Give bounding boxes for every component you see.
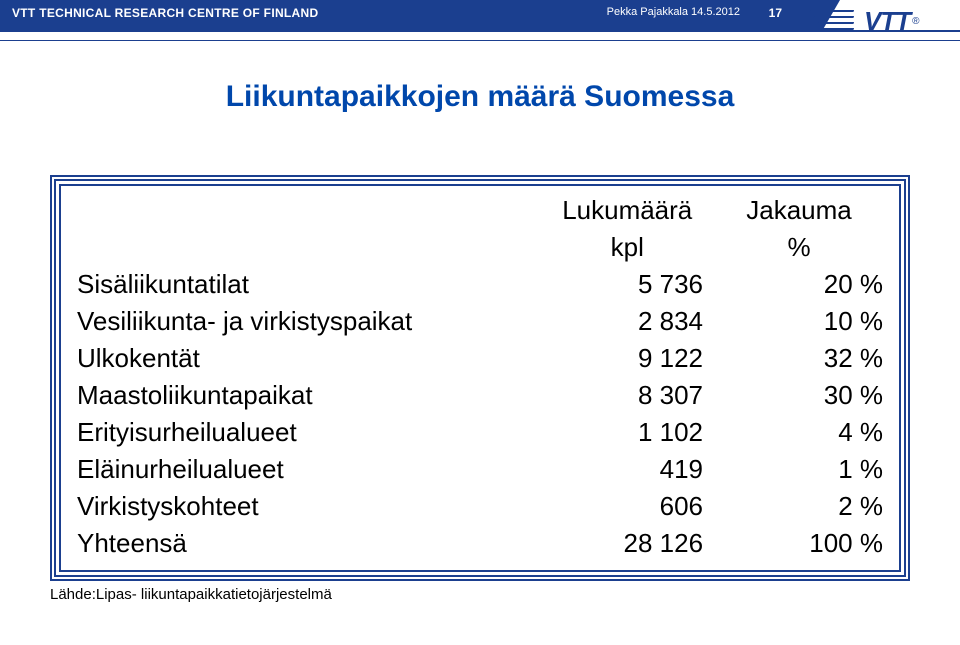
cell-pct: 1 %: [709, 451, 889, 488]
th-pct: %: [709, 229, 889, 266]
source-text: Lähde:Lipas- liikuntapaikkatietojärjeste…: [50, 586, 332, 603]
cell-label: Eläinurheilualueet: [71, 451, 545, 488]
cell-label: Vesiliikunta- ja virkistyspaikat: [71, 303, 545, 340]
cell-kpl: 1 102: [545, 414, 709, 451]
slide: VTT TECHNICAL RESEARCH CENTRE OF FINLAND…: [0, 0, 960, 645]
th-kpl: kpl: [545, 229, 709, 266]
cell-pct: 10 %: [709, 303, 889, 340]
vtt-logo: VTT ®: [810, 4, 950, 38]
cell-pct: 20 %: [709, 266, 889, 303]
cell-pct: 32 %: [709, 340, 889, 377]
table-row: Maastoliikuntapaikat 8 307 30 %: [71, 377, 889, 414]
slide-title: Liikuntapaikkojen määrä Suomessa: [0, 80, 960, 114]
cell-kpl: 9 122: [545, 340, 709, 377]
page-number: 17: [769, 6, 782, 20]
cell-pct: 30 %: [709, 377, 889, 414]
table-header-row-1: Lukumäärä Jakauma: [71, 192, 889, 229]
cell-label: Ulkokentät: [71, 340, 545, 377]
th-blank: [71, 192, 545, 229]
table-row: Vesiliikunta- ja virkistyspaikat 2 834 1…: [71, 303, 889, 340]
cell-label: Yhteensä: [71, 525, 545, 562]
cell-pct: 2 %: [709, 488, 889, 525]
cell-kpl: 606: [545, 488, 709, 525]
cell-kpl: 28 126: [545, 525, 709, 562]
vtt-logo-reg: ®: [912, 16, 919, 27]
table-frame: Lukumäärä Jakauma kpl % Sisäliikuntatila…: [50, 175, 910, 581]
org-name: VTT TECHNICAL RESEARCH CENTRE OF FINLAND: [12, 6, 318, 20]
cell-pct: 100 %: [709, 525, 889, 562]
cell-label: Virkistyskohteet: [71, 488, 545, 525]
cell-pct: 4 %: [709, 414, 889, 451]
topbar-underline-1: [0, 30, 960, 32]
table-row: Yhteensä 28 126 100 %: [71, 525, 889, 562]
cell-label: Erityisurheilualueet: [71, 414, 545, 451]
cell-kpl: 419: [545, 451, 709, 488]
table-header-row-2: kpl %: [71, 229, 889, 266]
table-frame-inner: Lukumäärä Jakauma kpl % Sisäliikuntatila…: [59, 184, 901, 572]
data-table: Lukumäärä Jakauma kpl % Sisäliikuntatila…: [71, 192, 889, 562]
cell-kpl: 8 307: [545, 377, 709, 414]
th-blank-2: [71, 229, 545, 266]
th-jakauma: Jakauma: [709, 192, 889, 229]
table-row: Erityisurheilualueet 1 102 4 %: [71, 414, 889, 451]
cell-label: Maastoliikuntapaikat: [71, 377, 545, 414]
table-row: Virkistyskohteet 606 2 %: [71, 488, 889, 525]
table-row: Ulkokentät 9 122 32 %: [71, 340, 889, 377]
cell-kpl: 2 834: [545, 303, 709, 340]
cell-kpl: 5 736: [545, 266, 709, 303]
topbar: VTT TECHNICAL RESEARCH CENTRE OF FINLAND…: [0, 0, 960, 44]
topbar-underline-2: [0, 40, 960, 41]
cell-label: Sisäliikuntatilat: [71, 266, 545, 303]
slide-meta: Pekka Pajakkala 14.5.2012: [607, 6, 740, 18]
table-row: Eläinurheilualueet 419 1 %: [71, 451, 889, 488]
th-lukumaara: Lukumäärä: [545, 192, 709, 229]
table-row: Sisäliikuntatilat 5 736 20 %: [71, 266, 889, 303]
